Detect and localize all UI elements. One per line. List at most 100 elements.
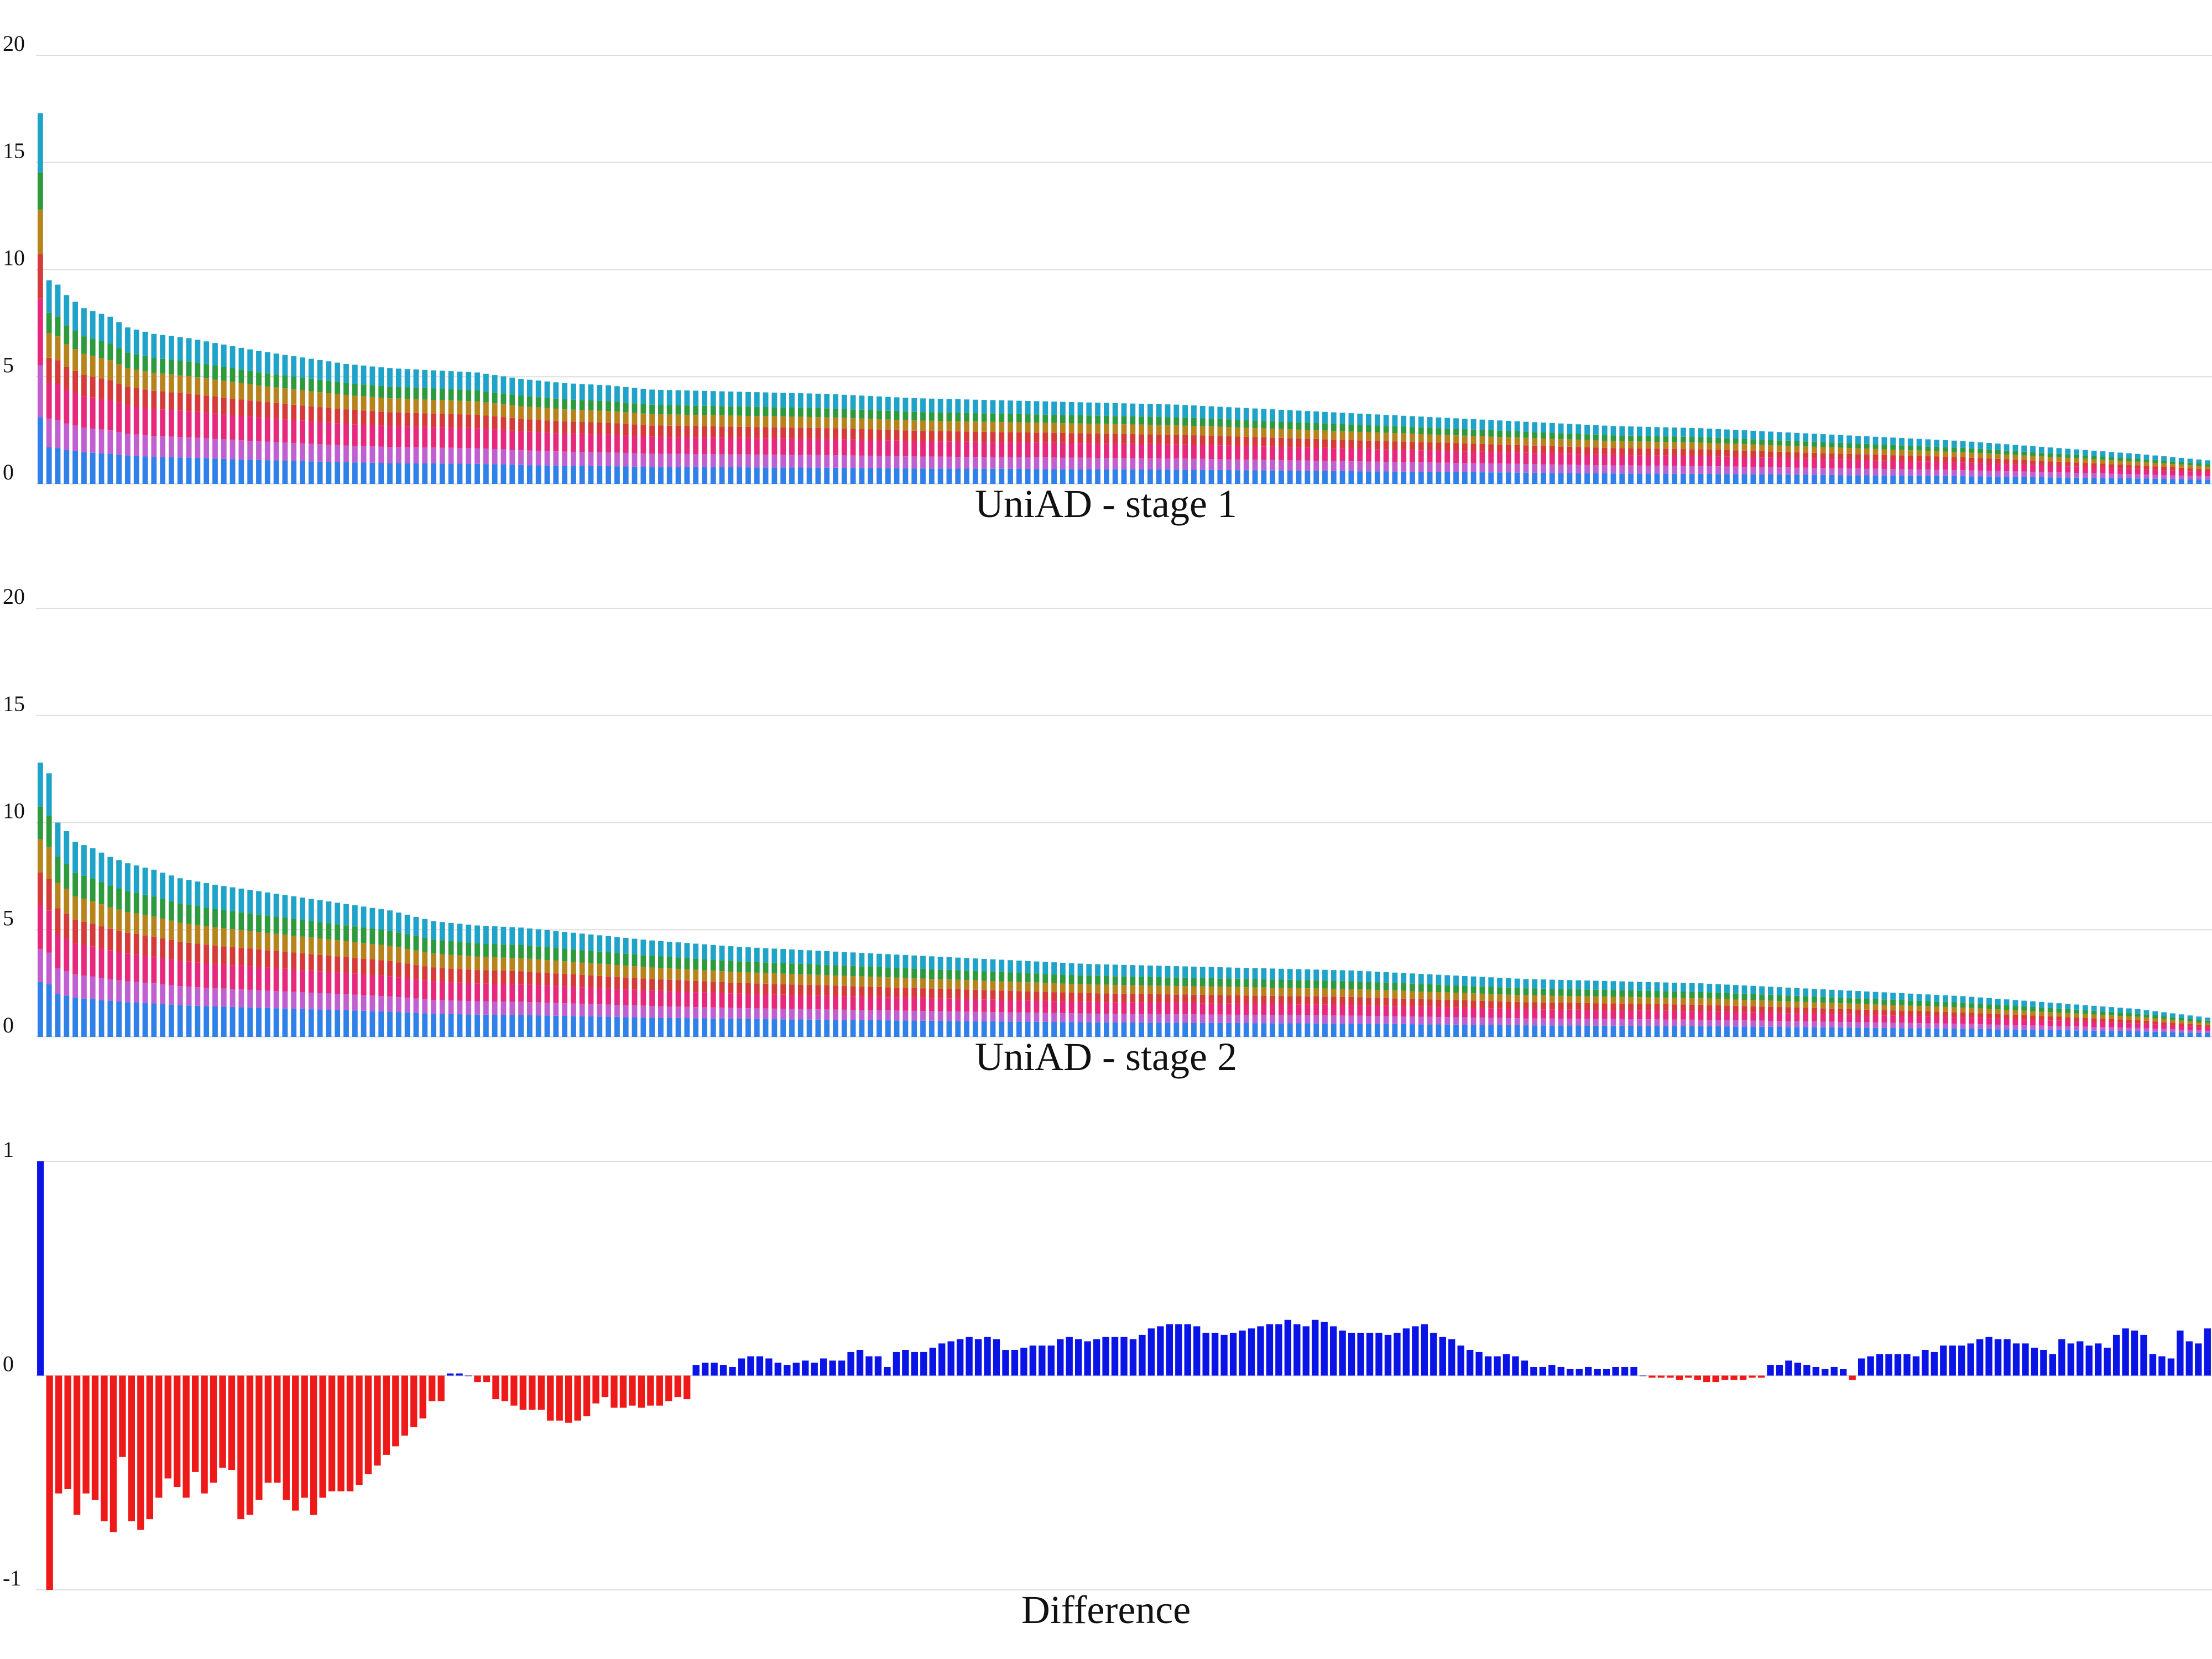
difference-bar xyxy=(865,1356,873,1376)
bar-segment xyxy=(780,973,786,984)
bar-segment xyxy=(1803,441,1809,447)
bar-segment xyxy=(116,888,122,910)
bar-segment xyxy=(1916,456,1922,462)
stacked-bar xyxy=(1532,422,1538,484)
bar-segment xyxy=(1191,1022,1197,1037)
bar-segment xyxy=(1698,998,1704,1005)
bar-segment xyxy=(395,1012,401,1037)
bar-segment xyxy=(1121,993,1127,1003)
bar-segment xyxy=(1681,998,1686,1005)
bar-segment xyxy=(1453,975,1459,985)
bar-segment xyxy=(1829,1008,1835,1015)
bar-segment xyxy=(597,384,603,401)
bar-segment xyxy=(492,984,498,1002)
bar-segment xyxy=(859,429,865,440)
stacked-bar xyxy=(2074,449,2079,484)
bar-segment xyxy=(1855,444,1861,448)
bar-segment xyxy=(1681,436,1686,442)
bar-segment xyxy=(160,409,166,436)
bar-segment xyxy=(1619,990,1625,997)
bar-segment xyxy=(1470,986,1477,994)
bar-segment xyxy=(2161,467,2167,471)
bar-segment xyxy=(1558,989,1564,996)
bar-segment xyxy=(702,1007,707,1019)
bar-segment xyxy=(2117,468,2123,474)
bar-segment xyxy=(955,999,961,1012)
bar-segment xyxy=(1549,1025,1555,1037)
bar-segment xyxy=(221,380,227,398)
stacked-bar xyxy=(387,368,393,484)
bar-segment xyxy=(2143,1024,2150,1029)
bar-segment xyxy=(308,378,314,392)
bar-segment xyxy=(649,436,655,454)
bar-segment xyxy=(483,957,489,971)
bar-segment xyxy=(1855,468,1861,476)
bar-segment xyxy=(1462,1008,1468,1018)
bar-segment xyxy=(1217,1022,1223,1037)
bar-segment xyxy=(395,368,401,387)
stacked-bar xyxy=(1689,427,1695,484)
bar-segment xyxy=(1339,1015,1345,1024)
bar-segment xyxy=(1418,462,1424,472)
bar-segment xyxy=(1672,473,1678,484)
bar-segment xyxy=(1042,401,1048,415)
bar-segment xyxy=(474,372,480,390)
bar-segment xyxy=(1322,1004,1328,1016)
stacked-bar xyxy=(535,380,541,484)
bar-segment xyxy=(308,391,314,406)
bar-segment xyxy=(195,411,201,438)
bar-segment xyxy=(632,1017,638,1037)
bar-segment xyxy=(1768,1020,1773,1027)
bar-segment xyxy=(2038,461,2044,466)
bar-segment xyxy=(1410,416,1415,427)
stacked-bar xyxy=(1969,997,1975,1037)
bar-segment xyxy=(2012,1025,2018,1030)
bar-segment xyxy=(1890,455,1896,461)
bar-segment xyxy=(1846,998,1853,1004)
bar-segment xyxy=(369,928,375,945)
bar-segment xyxy=(1252,408,1258,421)
bar-segment xyxy=(1864,436,1870,444)
bar-segment xyxy=(1313,1023,1319,1037)
difference-bar xyxy=(1111,1337,1119,1376)
difference-bar xyxy=(1166,1324,1173,1376)
stacked-bar xyxy=(2004,444,2010,484)
bar-segment xyxy=(378,367,384,386)
difference-bar xyxy=(1321,1322,1328,1376)
bar-segment xyxy=(1855,1015,1861,1022)
bar-segment xyxy=(2082,477,2088,484)
bar-segment xyxy=(2074,1009,2079,1014)
bar-segment xyxy=(2012,464,2018,472)
bar-segment xyxy=(361,943,367,959)
bar-segment xyxy=(780,994,786,1009)
difference-bar xyxy=(1739,1375,1747,1380)
bar-segment xyxy=(649,1018,655,1037)
bar-segment xyxy=(404,978,410,998)
bar-segment xyxy=(2082,1018,2088,1022)
bar-segment xyxy=(1217,987,1223,995)
bar-segment xyxy=(745,983,751,994)
difference-bar xyxy=(1840,1369,1847,1376)
bar-segment xyxy=(1034,973,1040,983)
bar-segment xyxy=(1890,1005,1896,1011)
stacked-bar xyxy=(693,943,699,1037)
bar-segment xyxy=(1261,1023,1267,1037)
stacked-bar xyxy=(247,890,253,1037)
bar-segment xyxy=(1042,432,1048,443)
stacked-bar xyxy=(623,387,629,484)
bar-segment xyxy=(1558,446,1564,454)
stacked-bar xyxy=(1313,411,1319,484)
bar-segment xyxy=(2021,477,2027,484)
bar-segment xyxy=(1907,461,1913,469)
bar-segment xyxy=(1226,1014,1232,1023)
bar-segment xyxy=(920,412,926,421)
difference-bar xyxy=(1439,1337,1446,1376)
bar-segment xyxy=(343,973,349,995)
bar-segment xyxy=(1025,991,1031,1001)
bar-segment xyxy=(1051,1013,1057,1022)
bar-segment xyxy=(1995,1018,2001,1025)
bar-segment xyxy=(623,977,629,990)
bar-segment xyxy=(1418,984,1424,992)
stacked-bar xyxy=(1907,438,1913,484)
bar-segment xyxy=(378,996,384,1011)
